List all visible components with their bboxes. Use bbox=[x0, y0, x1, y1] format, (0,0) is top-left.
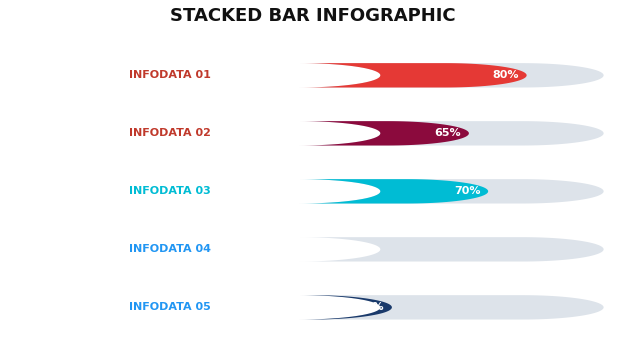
Text: 25%: 25% bbox=[280, 244, 307, 254]
Text: 45%: 45% bbox=[357, 302, 384, 312]
Text: INFODATA 03: INFODATA 03 bbox=[129, 186, 211, 196]
Polygon shape bbox=[299, 63, 526, 88]
Title: STACKED BAR INFOGRAPHIC: STACKED BAR INFOGRAPHIC bbox=[170, 7, 456, 25]
Polygon shape bbox=[299, 121, 603, 145]
Polygon shape bbox=[299, 179, 603, 203]
Text: 70%: 70% bbox=[454, 186, 481, 196]
Text: INFODATA 02: INFODATA 02 bbox=[129, 128, 211, 138]
Text: INFODATA 04: INFODATA 04 bbox=[129, 244, 211, 254]
Polygon shape bbox=[299, 179, 488, 203]
Polygon shape bbox=[299, 295, 392, 320]
Polygon shape bbox=[299, 237, 603, 262]
Polygon shape bbox=[299, 295, 603, 320]
Polygon shape bbox=[299, 121, 469, 145]
Text: 65%: 65% bbox=[434, 128, 461, 138]
Text: INFODATA 05: INFODATA 05 bbox=[129, 302, 211, 312]
Polygon shape bbox=[299, 63, 603, 88]
Text: INFODATA 01: INFODATA 01 bbox=[129, 70, 211, 80]
Polygon shape bbox=[267, 242, 315, 257]
Text: 80%: 80% bbox=[493, 70, 519, 80]
